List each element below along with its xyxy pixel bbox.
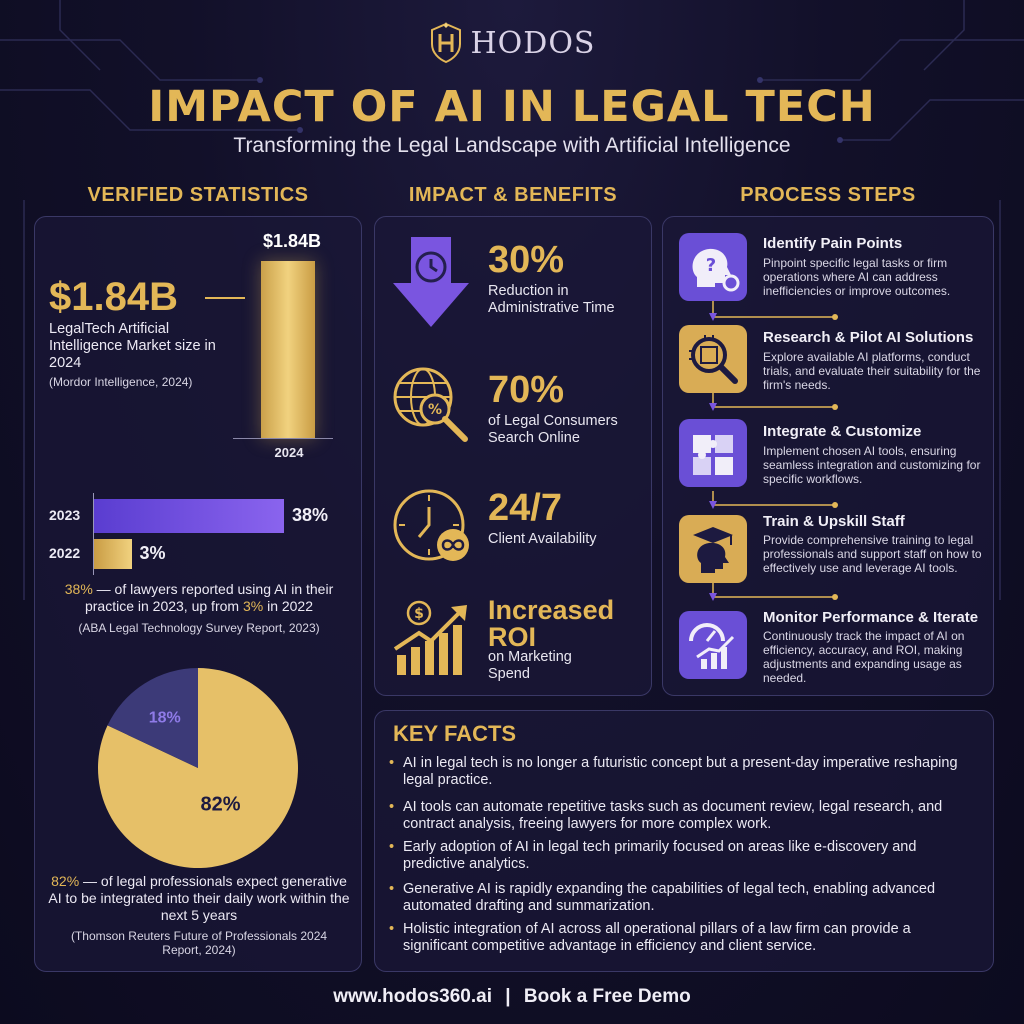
puzzle-icon (679, 419, 747, 487)
pie-slice-18 (107, 668, 198, 768)
benefit-value-1: 30% (488, 239, 565, 281)
market-bar-label: $1.84B (262, 231, 322, 251)
brand-logo: HODOS (0, 22, 1024, 64)
brand-name: HODOS (470, 25, 596, 61)
market-axis (233, 438, 333, 439)
process-panel: ? Identify Pain Points Pinpoint specific… (662, 216, 994, 696)
book-demo-link[interactable]: Book a Free Demo (523, 986, 691, 1007)
svg-text:$: $ (414, 606, 424, 622)
step-title-2: Research & Pilot AI Solutions (763, 329, 974, 346)
market-bar (261, 261, 315, 439)
stats-heading: VERIFIED STATISTICS (87, 184, 309, 206)
step-title-5: Monitor Performance & Iterate (763, 609, 979, 626)
key-fact-2: AI tools can automate repetitive tasks s… (389, 799, 969, 833)
question-gear-head-icon: ? (679, 233, 747, 301)
footer: www.hodos360.ai | Book a Free Demo (0, 986, 1024, 1008)
benefit-text-4: on Marketing Spend (488, 649, 572, 682)
adoption-text-mid: — of lawyers reported using AI in their … (84, 581, 334, 614)
adoption-year-2022: 2022 (49, 545, 81, 561)
market-value: $1.84B (49, 275, 178, 319)
benefits-heading: IMPACT & BENEFITS (408, 184, 618, 206)
adoption-text: 38% — of lawyers reported using AI in th… (43, 581, 355, 615)
benefit-text-2: of Legal Consumers Search Online (488, 413, 618, 446)
stats-panel: $1.84B LegalTech Artificial Intelligence… (34, 216, 362, 972)
step-desc-1: Pinpoint specific legal tasks or firm op… (763, 256, 951, 298)
benefit-value-2: 70% (488, 369, 565, 411)
svg-text:?: ? (706, 255, 716, 276)
pie-label-18: 18% (149, 710, 181, 727)
adoption-bar-2022 (94, 539, 132, 569)
adoption-highlight: 38% (64, 581, 93, 597)
dashboard-chart-icon (679, 611, 747, 679)
key-facts-title: KEY FACTS (393, 721, 517, 746)
hodos-shield-icon (430, 22, 461, 64)
adoption-bar-2023 (94, 499, 284, 533)
key-fact-4: Generative AI is rapidly expanding the c… (389, 881, 969, 915)
market-source: (Mordor Intelligence, 2024) (49, 375, 193, 389)
footer-separator: | (505, 986, 511, 1007)
adoption-year-2023: 2023 (49, 507, 81, 523)
graduation-head-icon (679, 515, 747, 583)
footer-url-link[interactable]: www.hodos360.ai (333, 986, 492, 1007)
page-title: IMPACT OF AI IN LEGAL TECH (148, 82, 876, 132)
clock-infinity-icon (393, 489, 469, 561)
step-desc-5: Continuously track the impact of AI on e… (763, 629, 965, 685)
market-label: LegalTech Artificial Intelligence Market… (49, 321, 216, 371)
key-fact-1: AI in legal tech is no longer a futurist… (389, 755, 969, 789)
adoption-value-2023: 38% (292, 505, 329, 525)
key-facts-panel: KEY FACTS AI in legal tech is no longer … (374, 710, 994, 972)
adoption-highlight-2: 3% (242, 598, 264, 614)
down-arrow-clock-icon (393, 237, 469, 327)
expectation-source: (Thomson Reuters Future of Professionals… (70, 929, 328, 957)
benefits-panel: 30% Reduction in Administrative Time % 7… (374, 216, 652, 696)
process-heading: PROCESS STEPS (740, 184, 916, 206)
expectation-pie: 82% 18% (98, 668, 298, 868)
market-bar-year: 2024 (274, 445, 304, 460)
page-subtitle: Transforming the Legal Landscape with Ar… (233, 134, 791, 157)
benefit-text-1: Reduction in Administrative Time (488, 283, 615, 316)
key-fact-3: Early adoption of AI in legal tech prima… (389, 839, 969, 873)
pie-label-82: 82% (200, 793, 240, 815)
globe-search-icon: % (393, 367, 468, 442)
benefit-text-3: Client Availability (488, 531, 597, 547)
step-title-3: Integrate & Customize (763, 423, 922, 440)
chip-magnifier-icon (679, 325, 747, 393)
adoption-text-end: in 2022 (263, 598, 314, 614)
adoption-source: (ABA Legal Technology Survey Report, 202… (78, 621, 320, 635)
svg-text:%: % (428, 402, 442, 418)
step-title-1: Identify Pain Points (763, 235, 903, 252)
market-connector (205, 297, 245, 299)
adoption-value-2022: 3% (139, 543, 166, 563)
key-fact-5: Holistic integration of AI across all op… (389, 921, 969, 955)
growth-chart-icon: $ (393, 600, 467, 675)
step-desc-2: Explore available AI platforms, conduct … (763, 350, 981, 392)
expectation-text-rest: — of legal professionals expect generati… (48, 873, 350, 923)
step-desc-3: Implement chosen AI tools, ensuring seam… (763, 444, 981, 486)
benefit-value-4: Increased ROI (488, 595, 615, 652)
benefit-value-3: 24/7 (488, 487, 562, 529)
expectation-highlight: 82% (51, 873, 80, 889)
adoption-axis (93, 493, 94, 575)
process-connectors (709, 301, 838, 601)
expectation-text: 82% — of legal professionals expect gene… (45, 873, 353, 924)
step-desc-4: Provide comprehensive training to legal … (763, 533, 982, 575)
step-title-4: Train & Upskill Staff (763, 513, 905, 530)
